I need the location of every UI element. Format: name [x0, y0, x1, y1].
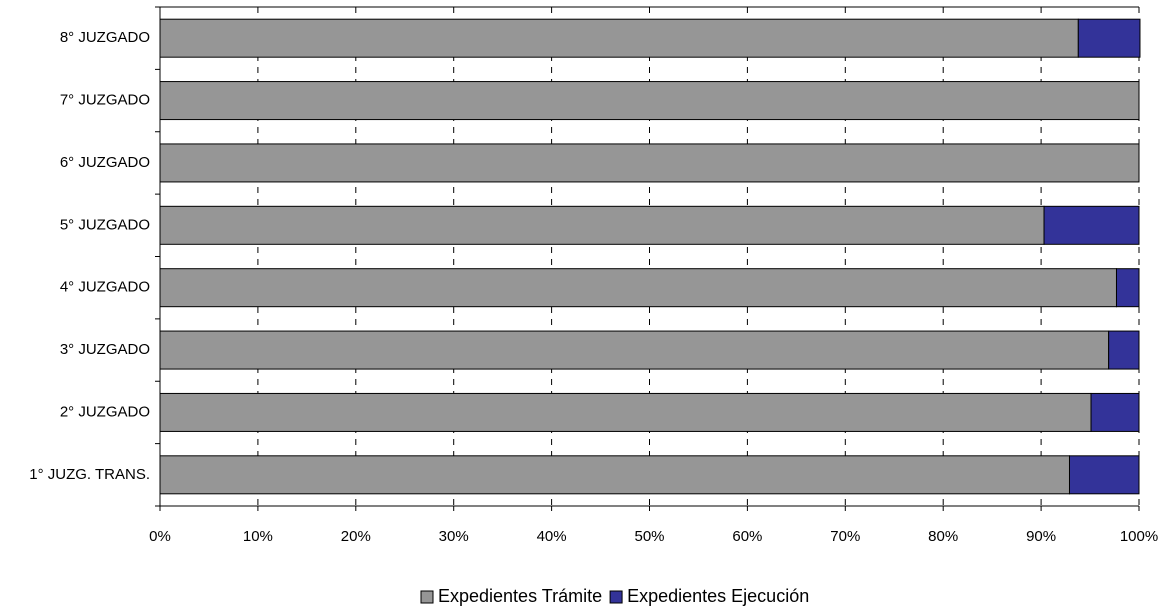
x-tick-label: 90% — [1026, 528, 1056, 545]
x-tick-label: 0% — [149, 528, 171, 545]
bar-segment — [159, 455, 1070, 495]
y-tick-label: 8° JUZGADO — [60, 29, 150, 46]
x-tick-label: 70% — [830, 528, 860, 545]
bar-segment — [159, 18, 1079, 58]
bar-segment — [159, 205, 1045, 245]
legend-swatch — [609, 590, 623, 604]
x-tick-label: 50% — [634, 528, 664, 545]
legend-label: Expedientes Ejecución — [627, 586, 809, 606]
y-tick-label: 4° JUZGADO — [60, 279, 150, 296]
legend-swatch — [420, 590, 434, 604]
bar-segment — [1115, 268, 1140, 308]
legend: Expedientes Trámite Expedientes Ejecución — [420, 586, 809, 606]
bar-segment — [1068, 455, 1140, 495]
bar-segment — [1108, 330, 1140, 370]
y-tick-label: 7° JUZGADO — [60, 92, 150, 109]
bar-segment — [1090, 392, 1140, 432]
x-tick-label: 80% — [928, 528, 958, 545]
x-tick-label: 100% — [1120, 528, 1158, 545]
bar-segment — [159, 268, 1117, 308]
bar-segment — [1043, 205, 1140, 245]
bar-segment — [159, 143, 1140, 183]
x-tick-label: 20% — [341, 528, 371, 545]
bar-segment — [159, 330, 1110, 370]
y-tick-label: 6° JUZGADO — [60, 154, 150, 171]
x-tick-label: 10% — [243, 528, 273, 545]
x-tick-label: 30% — [439, 528, 469, 545]
x-tick-label: 60% — [732, 528, 762, 545]
y-tick-label: 3° JUZGADO — [60, 341, 150, 358]
x-tick-label: 40% — [537, 528, 567, 545]
bar-segment — [159, 392, 1092, 432]
y-tick-label: 1° JUZG. TRANS. — [29, 466, 150, 483]
bar-segment — [159, 81, 1140, 121]
legend-label: Expedientes Trámite — [438, 586, 602, 606]
y-tick-label: 2° JUZGADO — [60, 403, 150, 420]
bar-segment — [1077, 18, 1141, 58]
y-tick-label: 5° JUZGADO — [60, 216, 150, 233]
